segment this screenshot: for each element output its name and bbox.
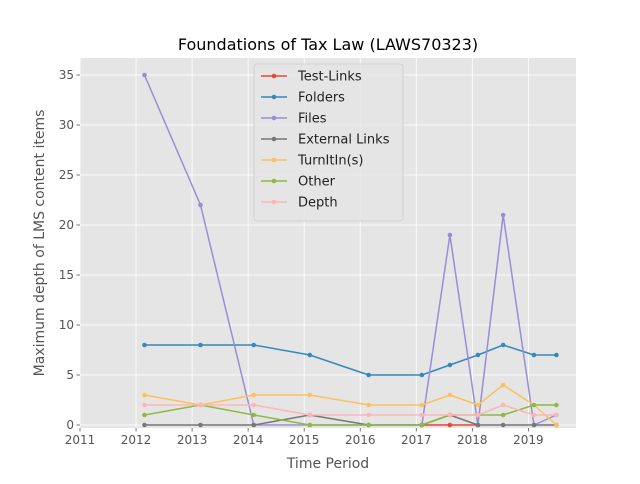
data-point (142, 422, 147, 428)
data-point (531, 352, 537, 358)
series-depth (142, 402, 559, 418)
data-point (475, 412, 481, 418)
legend-label: Folders (298, 91, 345, 106)
x-tick-label: 2013 (177, 433, 208, 447)
data-point (447, 412, 453, 418)
legend-label: Depth (298, 196, 338, 211)
y-tick-label: 5 (66, 368, 74, 382)
series-layer (142, 72, 559, 428)
data-point (475, 352, 481, 358)
data-point (198, 342, 203, 348)
legend-item: TurnItIn(s) (261, 154, 363, 169)
legend-label: Other (298, 175, 336, 190)
legend-swatch-marker (271, 157, 277, 163)
data-point (142, 72, 147, 78)
data-point (531, 412, 537, 418)
data-point (500, 422, 506, 428)
data-point (251, 342, 257, 348)
data-point (366, 412, 371, 418)
y-tick-label: 0 (66, 418, 74, 432)
data-point (198, 402, 203, 408)
x-tick-label: 2016 (345, 433, 376, 447)
data-point (554, 352, 559, 358)
legend-label: Files (298, 112, 327, 127)
data-point (447, 392, 453, 398)
legend-swatch-marker (271, 94, 277, 100)
legend-item: Folders (261, 91, 345, 106)
data-point (198, 202, 203, 208)
data-point (554, 402, 559, 408)
data-point (447, 422, 453, 428)
data-point (500, 342, 506, 348)
data-point (447, 362, 453, 368)
data-point (142, 402, 147, 408)
data-point (500, 212, 506, 218)
data-point (142, 392, 147, 398)
x-tick-label: 2018 (457, 433, 488, 447)
x-tick-label: 2019 (513, 433, 544, 447)
data-point (419, 402, 425, 408)
y-tick-label: 35 (59, 68, 74, 82)
data-point (475, 402, 481, 408)
y-tick-label: 30 (59, 118, 74, 132)
legend-item: Other (261, 175, 336, 190)
legend-swatch-marker (271, 136, 277, 142)
data-point (142, 412, 147, 418)
data-point (307, 392, 313, 398)
y-tick-label: 20 (59, 218, 74, 232)
legend-swatch-marker (271, 178, 277, 184)
data-point (251, 392, 257, 398)
x-tick-label: 2012 (121, 433, 152, 447)
data-point (251, 402, 257, 408)
y-tick-label: 25 (59, 168, 74, 182)
legend-label: Test-Links (297, 70, 362, 85)
data-point (419, 372, 425, 378)
data-point (500, 402, 506, 408)
x-tick-label: 2011 (65, 433, 96, 447)
legend-item: External Links (261, 133, 390, 148)
data-point (475, 422, 481, 428)
legend-label: External Links (298, 133, 390, 148)
x-tick-label: 2014 (233, 433, 264, 447)
data-point (251, 422, 257, 428)
data-point (419, 412, 425, 418)
data-point (500, 412, 506, 418)
data-point (366, 422, 371, 428)
legend-item: Depth (261, 196, 338, 211)
legend-label: TurnItIn(s) (297, 154, 363, 169)
y-tick-label: 10 (59, 318, 74, 332)
data-point (500, 382, 506, 388)
legend: Test-Links Folders Files External Links Turn… (253, 63, 404, 222)
data-point (366, 402, 371, 408)
legend-swatch-marker (271, 73, 277, 79)
legend-item: Files (261, 112, 327, 127)
x-tick-label: 2015 (289, 433, 320, 447)
data-point (531, 422, 537, 428)
data-point (307, 412, 313, 418)
data-point (554, 412, 559, 418)
legend-swatch-marker (271, 115, 277, 121)
data-point (554, 422, 559, 428)
legend-box (253, 63, 404, 222)
data-point (307, 422, 313, 428)
x-tick-label: 2017 (401, 433, 432, 447)
x-axis-label: Time Period (286, 456, 369, 472)
data-point (447, 232, 453, 238)
y-tick-label: 15 (59, 268, 74, 282)
chart-title: Foundations of Tax Law (LAWS70323) (178, 35, 478, 54)
legend-item: Test-Links (261, 70, 362, 85)
ticks: 2011 2012 2013 2014 2015 2016 2017 2018 20190510… (59, 68, 544, 447)
data-point (251, 412, 257, 418)
data-point (307, 352, 313, 358)
series-folders (142, 342, 559, 378)
y-axis-label: Maximum depth of LMS content items (32, 110, 48, 377)
data-point (142, 342, 147, 348)
data-point (419, 422, 425, 428)
data-point (531, 402, 537, 408)
data-point (198, 422, 203, 428)
legend-swatch-marker (271, 199, 277, 205)
data-point (366, 372, 371, 378)
